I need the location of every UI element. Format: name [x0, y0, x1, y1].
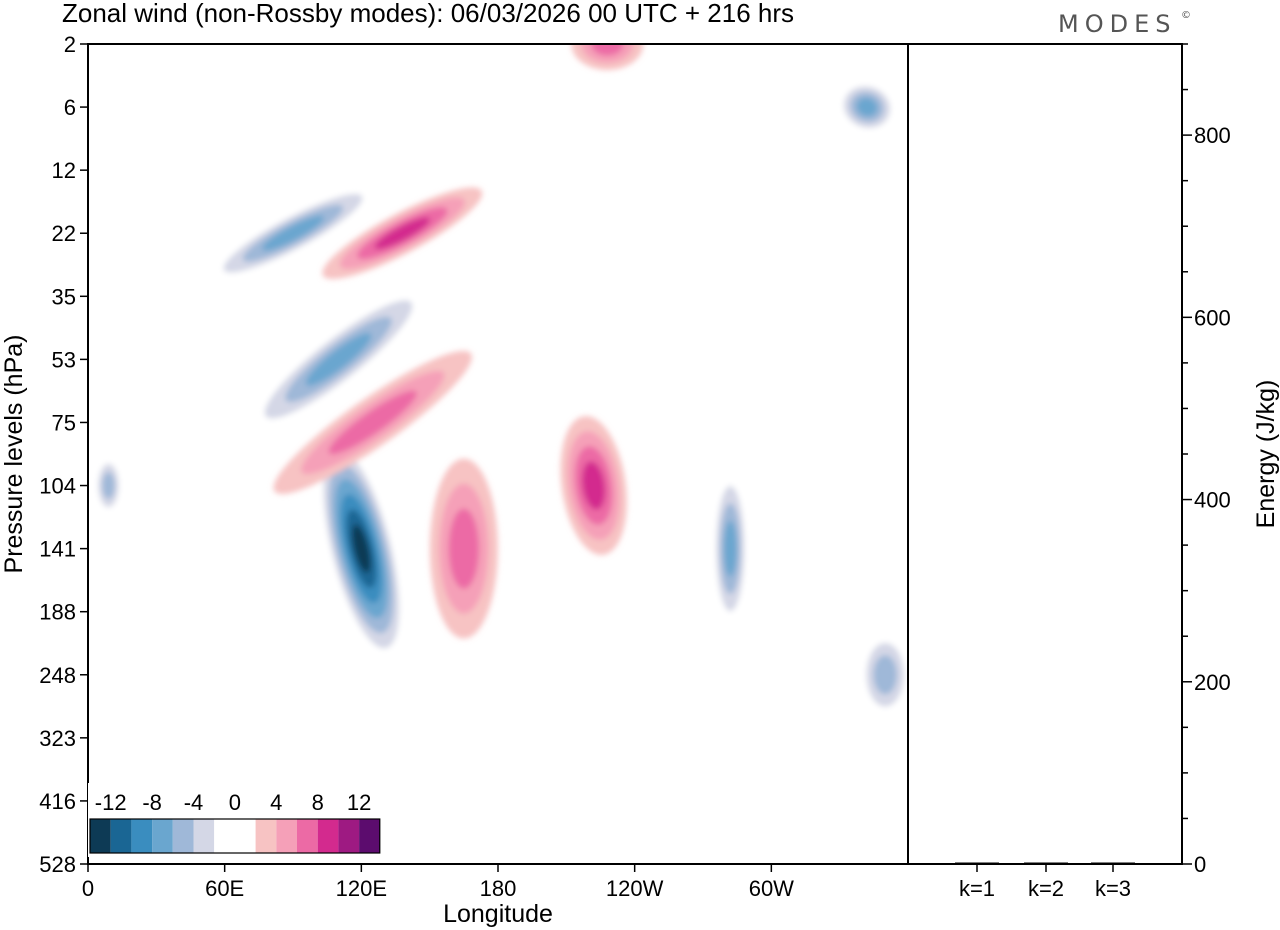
contour-feature: [712, 468, 749, 629]
chart-title: Zonal wind (non-Rossby modes): 06/03/202…: [62, 0, 794, 28]
colorbar-swatch: [110, 819, 132, 853]
y-tick-label: 141: [39, 537, 76, 562]
colorbar-swatch: [234, 819, 256, 853]
colorbar-swatch: [255, 819, 277, 853]
energy-tick-label: 600: [1194, 305, 1231, 330]
heatmap-plot: 0 60E 120E 180 120W 60W 2 6 12 22 35 53 75 104 141 188…: [39, 32, 909, 901]
contour-level: [262, 215, 324, 251]
x-tick-label: 120W: [606, 876, 664, 901]
energy-bars: k=1 k=2 k=3: [955, 862, 1135, 901]
contour-level: [724, 520, 737, 577]
contour-feature: [204, 183, 382, 284]
energy-category-label: k=1: [959, 876, 995, 901]
contour-level: [352, 524, 371, 573]
y-tick-label: 12: [52, 158, 76, 183]
energy-axis-ticks: 0 200 400 600 800: [1182, 43, 1231, 877]
colorbar-swatch: [338, 819, 360, 853]
x-tick-label: 120E: [336, 876, 387, 901]
contour-feature: [429, 458, 498, 639]
energy-panel: k=1 k=2 k=3 0 200 400 600 800: [907, 43, 1231, 901]
colorbar-swatch: [359, 819, 380, 853]
energy-tick-label: 800: [1194, 123, 1231, 148]
colorbar-label: 12: [347, 790, 371, 815]
contour-feature: [273, 350, 472, 495]
contour-level: [591, 44, 624, 56]
colorbar-frame: [89, 818, 381, 854]
contour-level: [448, 508, 479, 589]
colorbar-swatch: [172, 819, 194, 853]
contour-feature: [859, 630, 908, 719]
contour-level: [856, 97, 878, 117]
contour-feature: [837, 80, 897, 134]
y-axis-ticks: 2 6 12 22 35 53 75 104 141 188 248 323 416 528: [39, 32, 88, 877]
colorbar-swatch: [214, 819, 235, 853]
colorbar-label: -4: [184, 790, 204, 815]
colorbar-label: 8: [312, 790, 324, 815]
y-tick-label: 528: [39, 852, 76, 877]
colorbar-label: -12: [95, 790, 127, 815]
y-tick-label: 2: [64, 32, 76, 57]
colorbar-swatch: [317, 819, 339, 853]
energy-category-label: k=3: [1095, 876, 1131, 901]
y-tick-label: 53: [52, 347, 76, 372]
contour-level: [305, 333, 372, 386]
brand-logo: MODES: [1058, 10, 1176, 38]
y-axis-label: Pressure levels (hPa): [0, 335, 28, 574]
energy-tick-label: 0: [1194, 852, 1206, 877]
y-tick-label: 75: [52, 410, 76, 435]
colorbar-label: 0: [229, 790, 241, 815]
colorbar-label: 4: [270, 790, 282, 815]
y-tick-label: 35: [52, 284, 76, 309]
contour-feature: [317, 433, 405, 664]
contour-level: [873, 655, 897, 695]
contour-level: [328, 390, 417, 455]
colorbar-swatch: [193, 819, 215, 853]
contour-feature: [571, 44, 644, 70]
contour-level: [374, 217, 431, 250]
energy-bar: [1091, 862, 1135, 864]
energy-bar: [955, 862, 999, 864]
y-tick-label: 6: [64, 95, 76, 120]
x-tick-label: 180: [480, 876, 517, 901]
energy-bar: [1024, 862, 1068, 864]
energy-axis-label: Energy (J/kg): [1252, 380, 1280, 529]
contour-feature: [560, 416, 627, 556]
energy-frame: [907, 43, 1183, 865]
y-tick-label: 22: [52, 221, 76, 246]
colorbar-swatch: [152, 819, 173, 853]
brand-mark: ©: [1181, 10, 1191, 21]
colorbar-swatch: [297, 819, 318, 853]
y-tick-label: 248: [39, 663, 76, 688]
y-tick-label: 104: [39, 474, 76, 499]
contour-level: [582, 461, 606, 510]
contour-feature: [94, 455, 123, 516]
colorbar-label: -8: [142, 790, 162, 815]
x-tick-label: 60E: [205, 876, 244, 901]
colorbar-swatch: [90, 819, 111, 853]
energy-tick-label: 400: [1194, 488, 1231, 513]
x-axis-label: Longitude: [443, 900, 553, 928]
x-tick-label: 60W: [749, 876, 794, 901]
y-tick-label: 323: [39, 726, 76, 751]
colorbar-swatch: [276, 819, 297, 853]
energy-tick-label: 200: [1194, 670, 1231, 695]
colorbar-swatch: [131, 819, 153, 853]
x-axis-ticks: 0 60E 120E 180 120W 60W: [82, 864, 794, 901]
colorbar: -12 -8 -4 0 4 8 12: [88, 783, 384, 857]
y-tick-label: 188: [39, 600, 76, 625]
energy-category-label: k=2: [1028, 876, 1064, 901]
contour-level: [102, 472, 115, 499]
x-tick-label: 0: [82, 876, 94, 901]
contour-feature: [244, 283, 433, 435]
wind-contours: [94, 44, 908, 719]
y-tick-label: 416: [39, 789, 76, 814]
contour-feature: [322, 187, 483, 280]
